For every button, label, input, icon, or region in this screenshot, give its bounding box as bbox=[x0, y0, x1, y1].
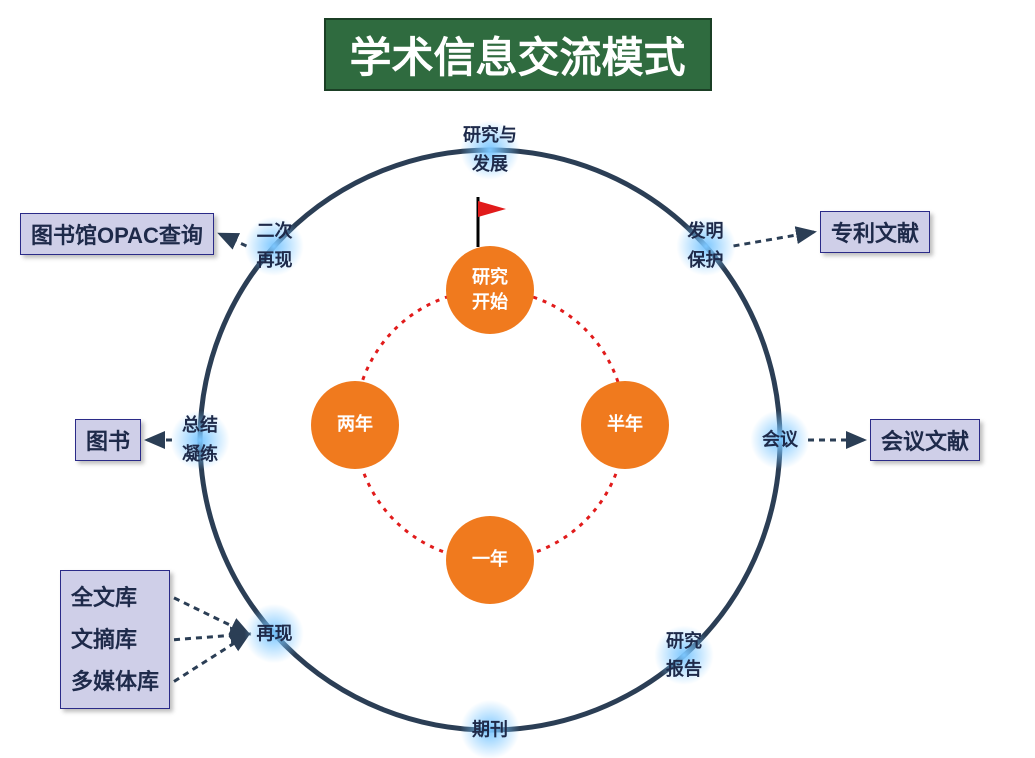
flag-icon bbox=[470, 197, 510, 252]
outer-node-line1: 期刊 bbox=[472, 716, 508, 745]
outer-node-line2: 报告 bbox=[666, 656, 702, 685]
outer-node-line2: 凝练 bbox=[182, 440, 218, 469]
connector-arrow bbox=[174, 634, 248, 640]
callout-box-text: 图书 bbox=[86, 429, 130, 454]
outer-node-line1: 发明 bbox=[688, 217, 724, 246]
callout-box-databases: 全文库文摘库多媒体库 bbox=[60, 570, 170, 709]
callout-box-item: 文摘库 bbox=[71, 619, 159, 661]
inner-node-line2: 开始 bbox=[472, 290, 508, 315]
outer-node-bl: 再现 bbox=[256, 620, 292, 649]
inner-node-line1: 一年 bbox=[472, 547, 508, 572]
callout-box-opac: 图书馆OPAC查询 bbox=[20, 213, 214, 255]
callout-box-item: 全文库 bbox=[71, 577, 159, 619]
outer-node-line2: 发展 bbox=[463, 150, 517, 179]
inner-node-one: 一年 bbox=[446, 516, 534, 604]
title: 学术信息交流模式 bbox=[323, 18, 711, 91]
connector-arrow bbox=[220, 234, 247, 246]
outer-node-bottom: 期刊 bbox=[472, 716, 508, 745]
inner-node-line1: 研究 bbox=[472, 265, 508, 290]
inner-node-line1: 半年 bbox=[607, 412, 643, 437]
callout-box-text: 会议文献 bbox=[881, 429, 969, 454]
callout-box-item: 多媒体库 bbox=[71, 661, 159, 703]
outer-node-top: 研究与发展 bbox=[463, 121, 517, 179]
outer-node-tl: 二次再现 bbox=[256, 217, 292, 275]
outer-node-line1: 二次 bbox=[256, 217, 292, 246]
callout-box-text: 专利文献 bbox=[831, 221, 919, 246]
outer-node-tr: 发明保护 bbox=[688, 217, 724, 275]
outer-node-r: 会议 bbox=[762, 426, 798, 455]
outer-node-line1: 会议 bbox=[762, 426, 798, 455]
outer-node-line2: 保护 bbox=[688, 246, 724, 275]
inner-node-start: 研究开始 bbox=[446, 246, 534, 334]
callout-box-conf: 会议文献 bbox=[870, 419, 980, 461]
diagram-stage: { "canvas": { "width": 1035, "height": 7… bbox=[0, 0, 1035, 758]
outer-node-l: 总结凝练 bbox=[182, 411, 218, 469]
outer-node-line1: 研究与 bbox=[463, 121, 517, 150]
inner-node-two: 两年 bbox=[311, 381, 399, 469]
outer-node-line1: 研究 bbox=[666, 627, 702, 656]
inner-node-line1: 两年 bbox=[337, 412, 373, 437]
outer-node-line1: 再现 bbox=[256, 620, 292, 649]
outer-node-line1: 总结 bbox=[182, 411, 218, 440]
callout-box-text: 图书馆OPAC查询 bbox=[31, 223, 203, 248]
title-text: 学术信息交流模式 bbox=[349, 34, 685, 81]
outer-node-br: 研究报告 bbox=[666, 627, 702, 685]
outer-node-line2: 再现 bbox=[256, 246, 292, 275]
inner-node-half: 半年 bbox=[581, 381, 669, 469]
connector-arrow bbox=[734, 232, 814, 246]
callout-box-book: 图书 bbox=[75, 419, 141, 461]
connector-arrow bbox=[174, 598, 248, 634]
connector-arrow bbox=[174, 634, 248, 681]
callout-box-patent: 专利文献 bbox=[820, 211, 930, 253]
